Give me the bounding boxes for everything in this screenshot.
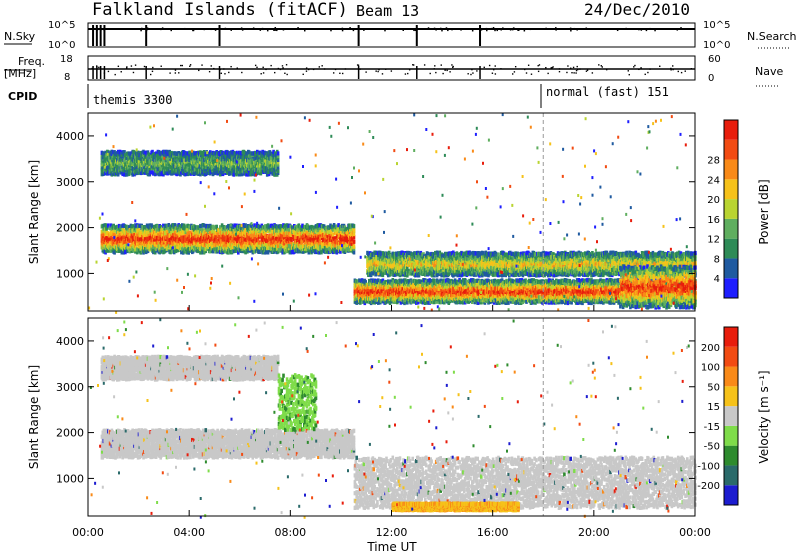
colorbar-segment [724,386,738,406]
nsearch-tick-top: 10^5 [703,20,730,31]
colorbar-tick-label: -100 [697,461,720,472]
colorbar-tick-label: 12 [707,235,720,246]
velocity-panel: 1000 2000 3000 4000 [56,318,697,519]
nave-label: Nave [755,65,783,78]
colorbar-segment [724,327,738,347]
cpid-label: CPID [8,90,37,103]
x-axis-label: Time UT [366,540,417,554]
colorbar-segment [724,465,738,485]
y-tick-label: 2000 [56,222,84,235]
x-tick-label: 04:00 [173,526,205,539]
date-label: 24/Dec/2010 [584,0,690,19]
nsky-tick-bottom: 10^0 [48,40,75,51]
y-tick-label: 1000 [56,472,84,485]
colorbar-segment [724,406,738,426]
radar-rti-plot: Falkland Islands (fitACF) Beam 13 24/Dec… [0,0,800,554]
freq-tick-top: 18 [60,54,73,65]
freq-tick-bottom: 8 [64,72,70,83]
nsky-panel [88,23,695,47]
colorbar-tick-label: -200 [697,481,720,492]
colorbar-segment [724,120,738,140]
x-tick-label: 12:00 [376,526,408,539]
y-tick-label: 4000 [56,130,84,143]
colorbar-segment [724,219,738,239]
colorbar-segment [724,140,738,160]
nsky-tick-top: 10^5 [48,20,75,31]
colorbar-tick-label: 8 [714,254,720,265]
velocity-colorbar: 200 100 50 15 -15 -50 -100 -200 [697,327,738,505]
x-tick-label: 16:00 [477,526,509,539]
station-title: Falkland Islands (fitACF) [92,0,348,20]
colorbar-segment [724,258,738,278]
y-tick-label: 4000 [56,335,84,348]
colorbar-tick-label: -15 [704,422,720,433]
colorbar-segment [724,160,738,180]
beam-label: Beam 13 [356,2,419,20]
power-panel: 1000 2000 3000 4000 [56,113,697,314]
nave-tick-top: 60 [708,54,721,65]
colorbar-tick-label: 28 [707,156,720,167]
power-colorbar-label: Power [dB] [757,179,771,244]
power-ylabel: Slant Range [km] [27,160,41,264]
velocity-ylabel: Slant Range [km] [27,365,41,469]
nsearch-label: N.Search [747,30,797,43]
x-tick-label: 00:00 [679,526,711,539]
nsky-label: N.Sky [4,30,36,43]
x-tick-label: 20:00 [578,526,610,539]
colorbar-tick-label: -50 [704,442,720,453]
colorbar-segment [724,426,738,446]
velocity-colorbar-label: Velocity [m s⁻¹] [757,370,771,463]
colorbar-segment [724,278,738,298]
colorbar-segment [724,485,738,505]
colorbar-tick-label: 24 [707,175,720,186]
x-tick-label: 00:00 [72,526,104,539]
colorbar-segment [724,179,738,199]
colorbar-segment [724,199,738,219]
colorbar-segment [724,367,738,387]
colorbar-segment [724,239,738,259]
colorbar-tick-label: 4 [714,274,720,285]
colorbar-tick-label: 16 [707,215,720,226]
colorbar-tick-label: 200 [701,343,720,354]
freq-panel [88,56,695,80]
colorbar-tick-label: 20 [707,195,720,206]
y-tick-label: 1000 [56,267,84,280]
colorbar-segment [724,347,738,367]
nsearch-tick-bottom: 10^0 [703,40,730,51]
y-tick-label: 2000 [56,427,84,440]
cpid-mode-themis: themis 3300 [93,93,172,107]
y-tick-label: 3000 [56,176,84,189]
colorbar-segment [724,446,738,466]
x-tick-label: 08:00 [274,526,306,539]
colorbar-tick-label: 15 [707,402,720,413]
colorbar-tick-label: 100 [701,363,720,374]
power-colorbar: 4 8 12 16 20 24 28 [707,120,738,298]
colorbar-tick-label: 50 [707,382,720,393]
cpid-mode-normal: normal (fast) 151 [546,85,669,99]
freq-unit: [MHz] [4,67,36,80]
nave-tick-bottom: 0 [708,73,714,84]
y-tick-label: 3000 [56,381,84,394]
